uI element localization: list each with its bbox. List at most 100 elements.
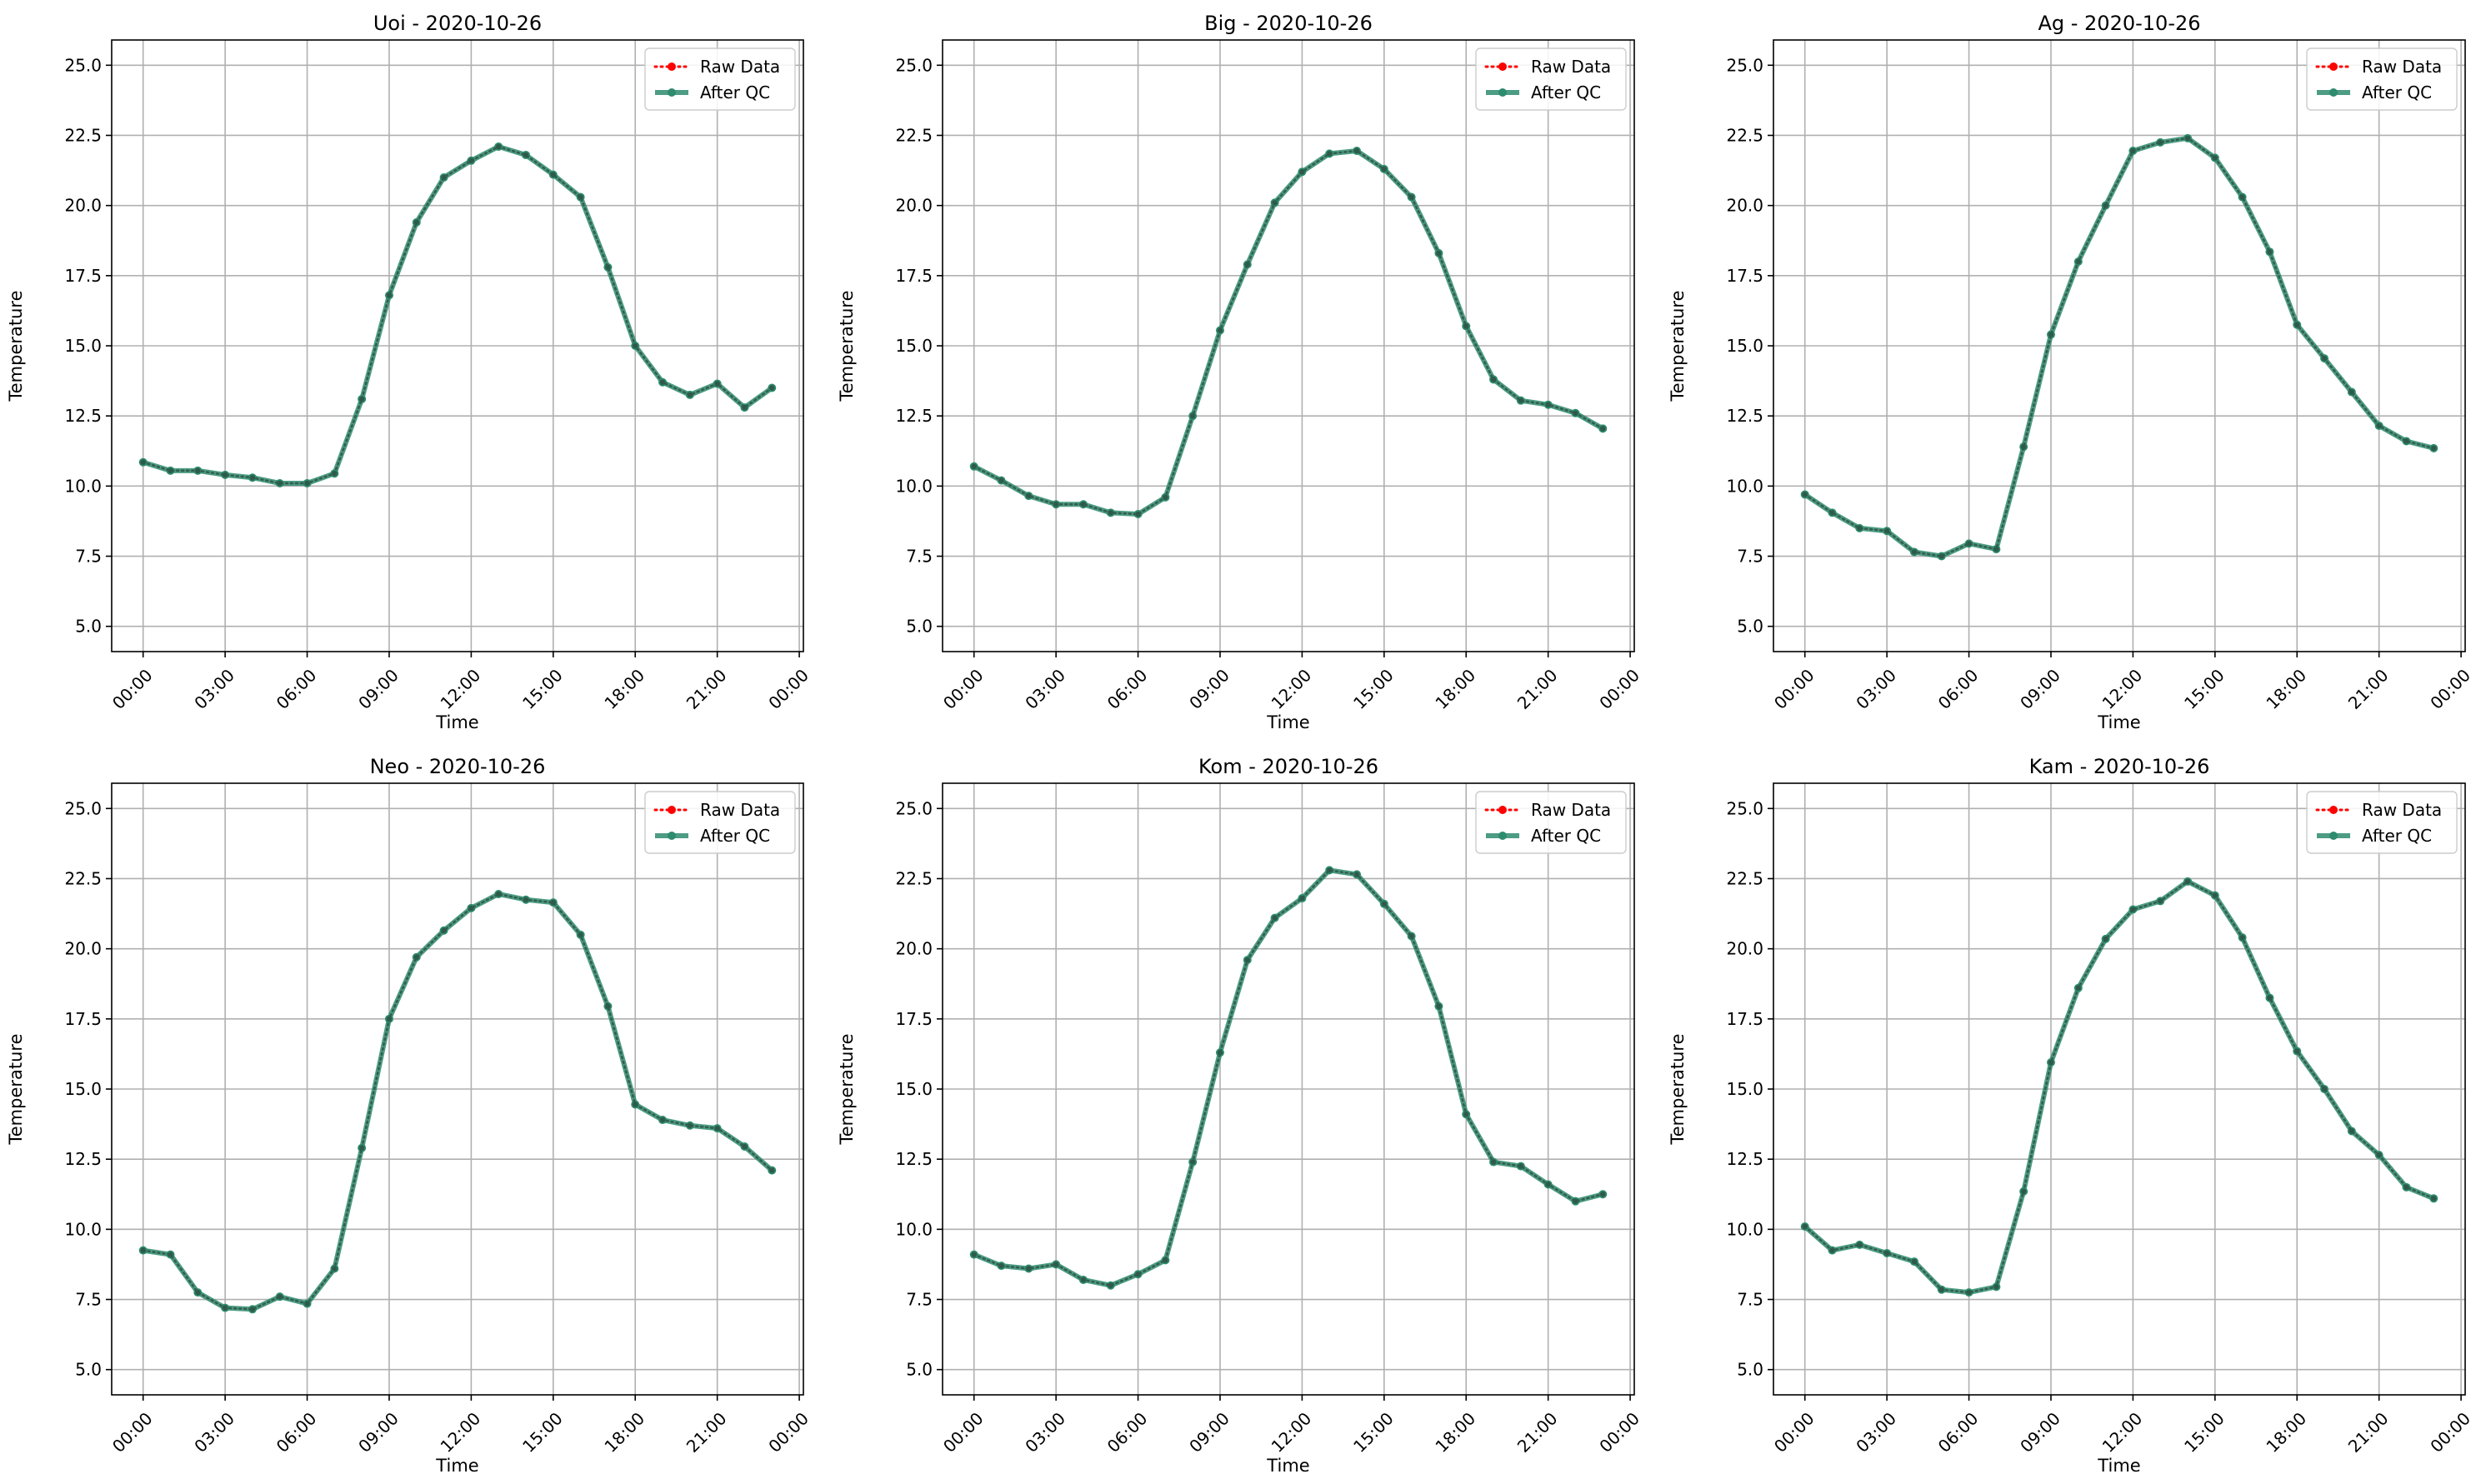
point-raw-data [769, 1167, 775, 1173]
x-tick-label: 12:00 [2098, 665, 2147, 713]
point-raw-data [2075, 985, 2081, 991]
x-tick-label: 15:00 [2180, 665, 2228, 713]
point-raw-data [1883, 528, 1890, 534]
point-raw-data [523, 152, 529, 158]
point-raw-data [1911, 1258, 1918, 1265]
point-raw-data [1993, 1284, 1999, 1290]
point-raw-data [222, 472, 228, 478]
x-tick-label: 00:00 [1770, 665, 1818, 713]
point-raw-data [1353, 872, 1360, 877]
point-raw-data [1600, 1192, 1606, 1197]
point-raw-data [1135, 511, 1141, 517]
point-raw-data [2267, 249, 2273, 255]
point-raw-data [1026, 1266, 1032, 1272]
x-tick-label: 06:00 [273, 1408, 321, 1457]
point-raw-data [2048, 1059, 2054, 1066]
x-axis-label: Time [1266, 1456, 1309, 1476]
legend-marker-raw-data [668, 62, 676, 71]
y-tick-label: 17.5 [895, 1009, 933, 1029]
legend-marker-raw-data [668, 806, 676, 814]
point-raw-data [441, 927, 447, 933]
point-raw-data [1299, 895, 1305, 902]
axes-frame [111, 782, 804, 1396]
x-tick-label: 00:00 [108, 665, 157, 713]
x-tick-label: 12:00 [2098, 1408, 2147, 1457]
legend-marker-raw-data [1498, 62, 1507, 71]
chart-title: Ag - 2020-10-26 [2038, 12, 2200, 35]
y-tick-label: 20.0 [64, 939, 102, 959]
point-raw-data [1966, 541, 1972, 547]
legend-label-raw-data: Raw Data [2362, 800, 2442, 820]
axes-frame [111, 39, 804, 652]
legend: Raw Data After QC [2306, 791, 2458, 854]
point-raw-data [2075, 258, 2081, 265]
point-raw-data [1053, 502, 1059, 507]
point-raw-data [1327, 151, 1333, 157]
x-tick-label: 18:00 [600, 1408, 648, 1457]
point-raw-data [468, 157, 474, 163]
x-tick-label: 09:00 [1185, 665, 1233, 713]
x-tick-label: 00:00 [764, 1408, 813, 1457]
point-raw-data [386, 292, 393, 298]
legend-marker-after-qc [1498, 88, 1507, 97]
x-tick-label: 21:00 [2344, 1408, 2393, 1457]
x-tick-label: 15:00 [518, 1408, 567, 1457]
y-tick-label: 12.5 [1726, 406, 1763, 426]
point-raw-data [1189, 1159, 1196, 1165]
point-raw-data [1573, 410, 1578, 417]
x-tick-label: 12:00 [1268, 1408, 1316, 1457]
y-tick-label: 12.5 [64, 1149, 102, 1169]
point-raw-data [1490, 377, 1497, 382]
point-raw-data [2158, 139, 2163, 146]
x-tick-label: 21:00 [1513, 1408, 1562, 1457]
x-tick-label: 06:00 [1934, 665, 1983, 713]
point-raw-data [1080, 1277, 1087, 1283]
y-tick-label: 22.5 [895, 125, 933, 145]
point-raw-data [2431, 445, 2437, 452]
x-tick-label: 15:00 [1349, 1408, 1398, 1457]
y-tick-label: 5.0 [75, 617, 102, 637]
point-raw-data [222, 1305, 228, 1311]
y-tick-label: 7.5 [75, 547, 102, 567]
point-raw-data [1108, 1282, 1113, 1288]
y-tick-label: 20.0 [64, 196, 102, 216]
y-tick-label: 25.0 [1726, 55, 1763, 75]
x-tick-label: 03:00 [1852, 1408, 1900, 1457]
y-tick-label: 25.0 [895, 55, 933, 75]
point-raw-data [2376, 422, 2382, 429]
point-raw-data [605, 264, 611, 270]
point-raw-data [971, 1252, 977, 1257]
point-raw-data [2130, 907, 2136, 912]
series-line-raw-data [973, 868, 1604, 1287]
point-raw-data [1463, 1112, 1469, 1117]
y-tick-label: 15.0 [64, 1079, 102, 1099]
y-tick-label: 17.5 [64, 1009, 102, 1029]
chart-panel: 00:00 03:00 06:00 09:00 12:00 15:00 18:00 21:00… [6, 12, 813, 732]
legend-marker-after-qc [2329, 88, 2338, 97]
x-tick-label: 00:00 [939, 665, 988, 713]
point-raw-data [2048, 332, 2054, 337]
x-tick-label: 06:00 [1103, 665, 1152, 713]
point-raw-data [1244, 957, 1250, 963]
point-raw-data [140, 459, 146, 465]
y-tick-label: 7.5 [1737, 547, 1763, 567]
y-tick-label: 5.0 [75, 1360, 102, 1380]
point-raw-data [578, 194, 583, 200]
point-raw-data [605, 1003, 611, 1009]
point-raw-data [659, 1117, 666, 1123]
x-tick-label: 00:00 [939, 1408, 988, 1457]
point-raw-data [358, 396, 365, 402]
y-tick-label: 17.5 [1726, 266, 1763, 286]
y-tick-label: 10.0 [895, 476, 933, 496]
y-tick-label: 12.5 [1726, 1149, 1763, 1169]
point-raw-data [2239, 194, 2245, 200]
y-tick-label: 7.5 [75, 1290, 102, 1310]
point-raw-data [1436, 250, 1442, 257]
x-tick-label: 06:00 [1103, 1408, 1152, 1457]
series-line-raw-data [142, 145, 773, 485]
point-raw-data [742, 404, 748, 411]
point-raw-data [277, 1293, 283, 1300]
legend-marker-raw-data [2329, 62, 2338, 71]
legend: Raw Data After QC [644, 47, 796, 111]
y-tick-label: 12.5 [895, 406, 933, 426]
